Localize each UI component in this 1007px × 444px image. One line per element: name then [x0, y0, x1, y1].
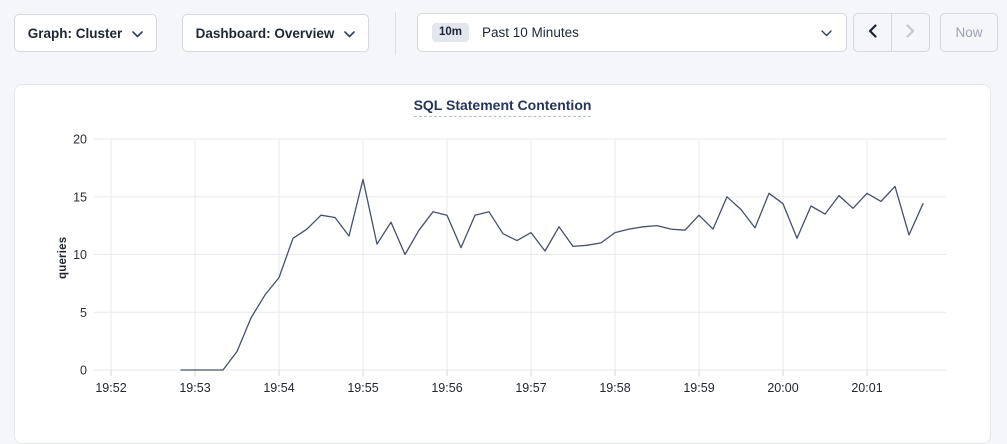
x-tick-label: 19:58 — [599, 381, 630, 395]
chart-title[interactable]: SQL Statement Contention — [413, 97, 592, 117]
x-tick-label: 20:00 — [767, 381, 798, 395]
chevron-down-icon — [132, 26, 144, 41]
dashboard-dropdown-label: Dashboard: Overview — [195, 25, 335, 41]
y-tick-label: 5 — [80, 306, 87, 320]
y-tick-label: 0 — [80, 364, 87, 378]
x-tick-label: 19:52 — [95, 381, 126, 395]
y-tick-label: 20 — [73, 133, 87, 147]
chart-title-row: SQL Statement Contention — [15, 97, 990, 119]
toolbar-divider — [395, 12, 396, 55]
x-tick-label: 19:55 — [347, 381, 378, 395]
x-tick-label: 19:59 — [683, 381, 714, 395]
graph-dropdown-label: Graph: Cluster — [27, 25, 123, 41]
time-range-picker[interactable]: 10m Past 10 Minutes — [417, 13, 847, 52]
time-step-button-group — [853, 13, 930, 52]
toolbar: Graph: Cluster Dashboard: Overview 10m P… — [0, 0, 1007, 70]
data-line-queries — [180, 178, 924, 371]
chevron-down-icon — [344, 26, 356, 41]
prev-time-button[interactable] — [854, 14, 892, 51]
chevron-down-icon — [821, 24, 832, 42]
time-range-label: Past 10 Minutes — [482, 25, 579, 40]
chevron-left-icon — [868, 24, 877, 41]
next-time-button[interactable] — [892, 14, 929, 51]
time-range-badge: 10m — [432, 22, 470, 43]
x-tick-label: 19:57 — [515, 381, 546, 395]
x-tick-label: 20:01 — [851, 381, 882, 395]
x-tick-label: 19:53 — [179, 381, 210, 395]
y-tick-label: 10 — [73, 248, 87, 262]
chart-card: SQL Statement Contention queries 0 5 10 15 2… — [14, 84, 991, 444]
y-tick-label: 15 — [73, 190, 87, 204]
now-button[interactable]: Now — [940, 13, 998, 52]
chevron-right-icon — [906, 24, 915, 41]
sql-contention-line-chart[interactable]: 0 5 10 15 20 19:52 19:53 19:54 19:55 19:56 19:57 19… — [15, 85, 992, 425]
x-tick-label: 19:56 — [431, 381, 462, 395]
dashboard-dropdown[interactable]: Dashboard: Overview — [182, 14, 369, 52]
graph-dropdown[interactable]: Graph: Cluster — [14, 14, 157, 52]
x-tick-label: 19:54 — [263, 381, 294, 395]
